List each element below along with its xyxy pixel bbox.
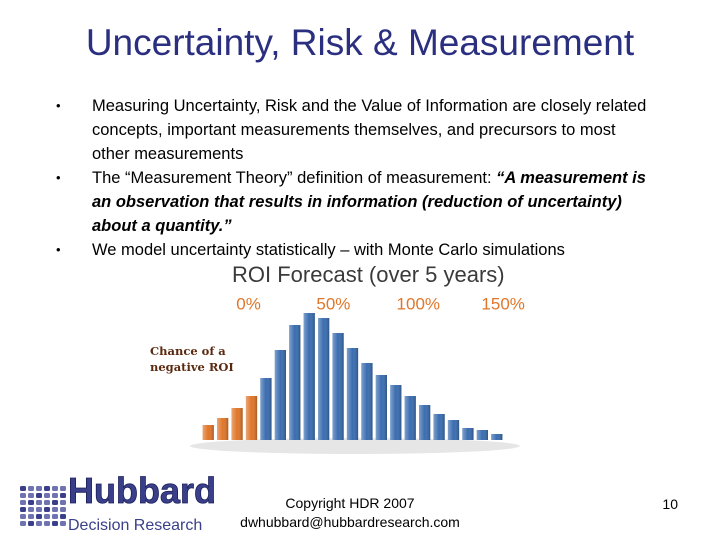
bar-shine bbox=[217, 418, 229, 440]
x-tick-label: 50% bbox=[316, 294, 350, 313]
bar-shine bbox=[346, 348, 359, 440]
logo-dot bbox=[20, 507, 26, 512]
logo-dot bbox=[36, 486, 42, 491]
logo-icon bbox=[20, 486, 66, 526]
logo-dot bbox=[20, 521, 26, 526]
logo-dot bbox=[60, 521, 66, 526]
logo-dot bbox=[36, 507, 42, 512]
bar-shine bbox=[433, 414, 445, 440]
logo-dot bbox=[44, 507, 50, 512]
logo-dot bbox=[44, 500, 50, 505]
bar-shine bbox=[202, 425, 214, 440]
logo-dot bbox=[44, 521, 50, 526]
logo-dot bbox=[28, 500, 34, 505]
bullet-text: The “Measurement Theory” definition of m… bbox=[92, 169, 497, 187]
x-tick-label: 0% bbox=[236, 294, 261, 313]
bullet-text: Measuring Uncertainty, Risk and the Valu… bbox=[92, 97, 647, 163]
bar-shine bbox=[404, 396, 416, 440]
logo-dot bbox=[60, 500, 66, 505]
slide-title: Uncertainty, Risk & Measurement bbox=[85, 22, 635, 63]
logo-dot bbox=[52, 521, 58, 526]
bar-shine bbox=[231, 408, 243, 440]
chart-title: ROI Forecast (over 5 years) bbox=[232, 262, 505, 287]
copyright: Copyright HDR 2007 bbox=[285, 495, 415, 511]
bar-shine bbox=[447, 420, 460, 440]
bar-shine bbox=[303, 313, 315, 440]
bar-shine bbox=[318, 318, 330, 440]
logo-tagline: Decision Research bbox=[68, 517, 202, 534]
logo-dot bbox=[28, 521, 34, 526]
logo-dot bbox=[52, 514, 58, 519]
logo-dot bbox=[20, 514, 26, 519]
bullet: Measuring Uncertainty, Risk and the Valu… bbox=[52, 94, 652, 166]
chart-annotation: Chance of a negative ROI bbox=[150, 344, 234, 374]
bar-shine bbox=[375, 375, 387, 440]
bar-shine bbox=[462, 428, 474, 440]
bullet-text: We model uncertainty statistically – wit… bbox=[92, 241, 565, 259]
bar-shine bbox=[491, 434, 503, 440]
logo-dot bbox=[36, 521, 42, 526]
logo-dot bbox=[60, 507, 66, 512]
bullet: We model uncertainty statistically – wit… bbox=[52, 238, 652, 262]
bar-shine bbox=[390, 385, 402, 440]
logo-dot bbox=[28, 493, 34, 498]
logo-dot bbox=[44, 514, 50, 519]
bar-shine bbox=[260, 378, 272, 440]
logo-dot bbox=[44, 493, 50, 498]
logo-dot bbox=[44, 486, 50, 491]
logo-dot bbox=[52, 486, 58, 491]
bullet-emphasis: “A measurement is an observation that re… bbox=[92, 169, 646, 235]
bar-shine bbox=[245, 396, 258, 440]
logo-name: Hubbard bbox=[68, 470, 216, 511]
bar-shine bbox=[274, 350, 286, 440]
logo-dot bbox=[52, 507, 58, 512]
logo-dot bbox=[28, 514, 34, 519]
bar-shine bbox=[476, 430, 488, 440]
logo-dot bbox=[60, 493, 66, 498]
x-tick-label: 150% bbox=[481, 294, 524, 313]
logo-dot bbox=[20, 500, 26, 505]
bar-shine bbox=[332, 333, 344, 440]
logo-dot bbox=[28, 507, 34, 512]
bar-shine bbox=[419, 405, 431, 440]
logo-dot bbox=[36, 514, 42, 519]
logo-dot bbox=[28, 486, 34, 491]
bar-shine bbox=[361, 363, 373, 440]
logo-dot bbox=[20, 493, 26, 498]
x-tick-label: 100% bbox=[397, 294, 440, 313]
chart-shadow bbox=[190, 438, 520, 454]
bullet: The “Measurement Theory” definition of m… bbox=[52, 166, 652, 238]
logo-dot bbox=[36, 500, 42, 505]
logo-dot bbox=[36, 493, 42, 498]
page-number: 10 bbox=[662, 496, 678, 512]
logo-dot bbox=[52, 500, 58, 505]
email: dwhubbard@hubbardresearch.com bbox=[240, 514, 460, 530]
bullet-list: Measuring Uncertainty, Risk and the Valu… bbox=[52, 94, 652, 262]
logo-dot bbox=[20, 486, 26, 491]
logo-dot bbox=[52, 493, 58, 498]
logo-dot bbox=[60, 514, 66, 519]
bar-shine bbox=[289, 325, 301, 440]
logo-dot bbox=[60, 486, 66, 491]
